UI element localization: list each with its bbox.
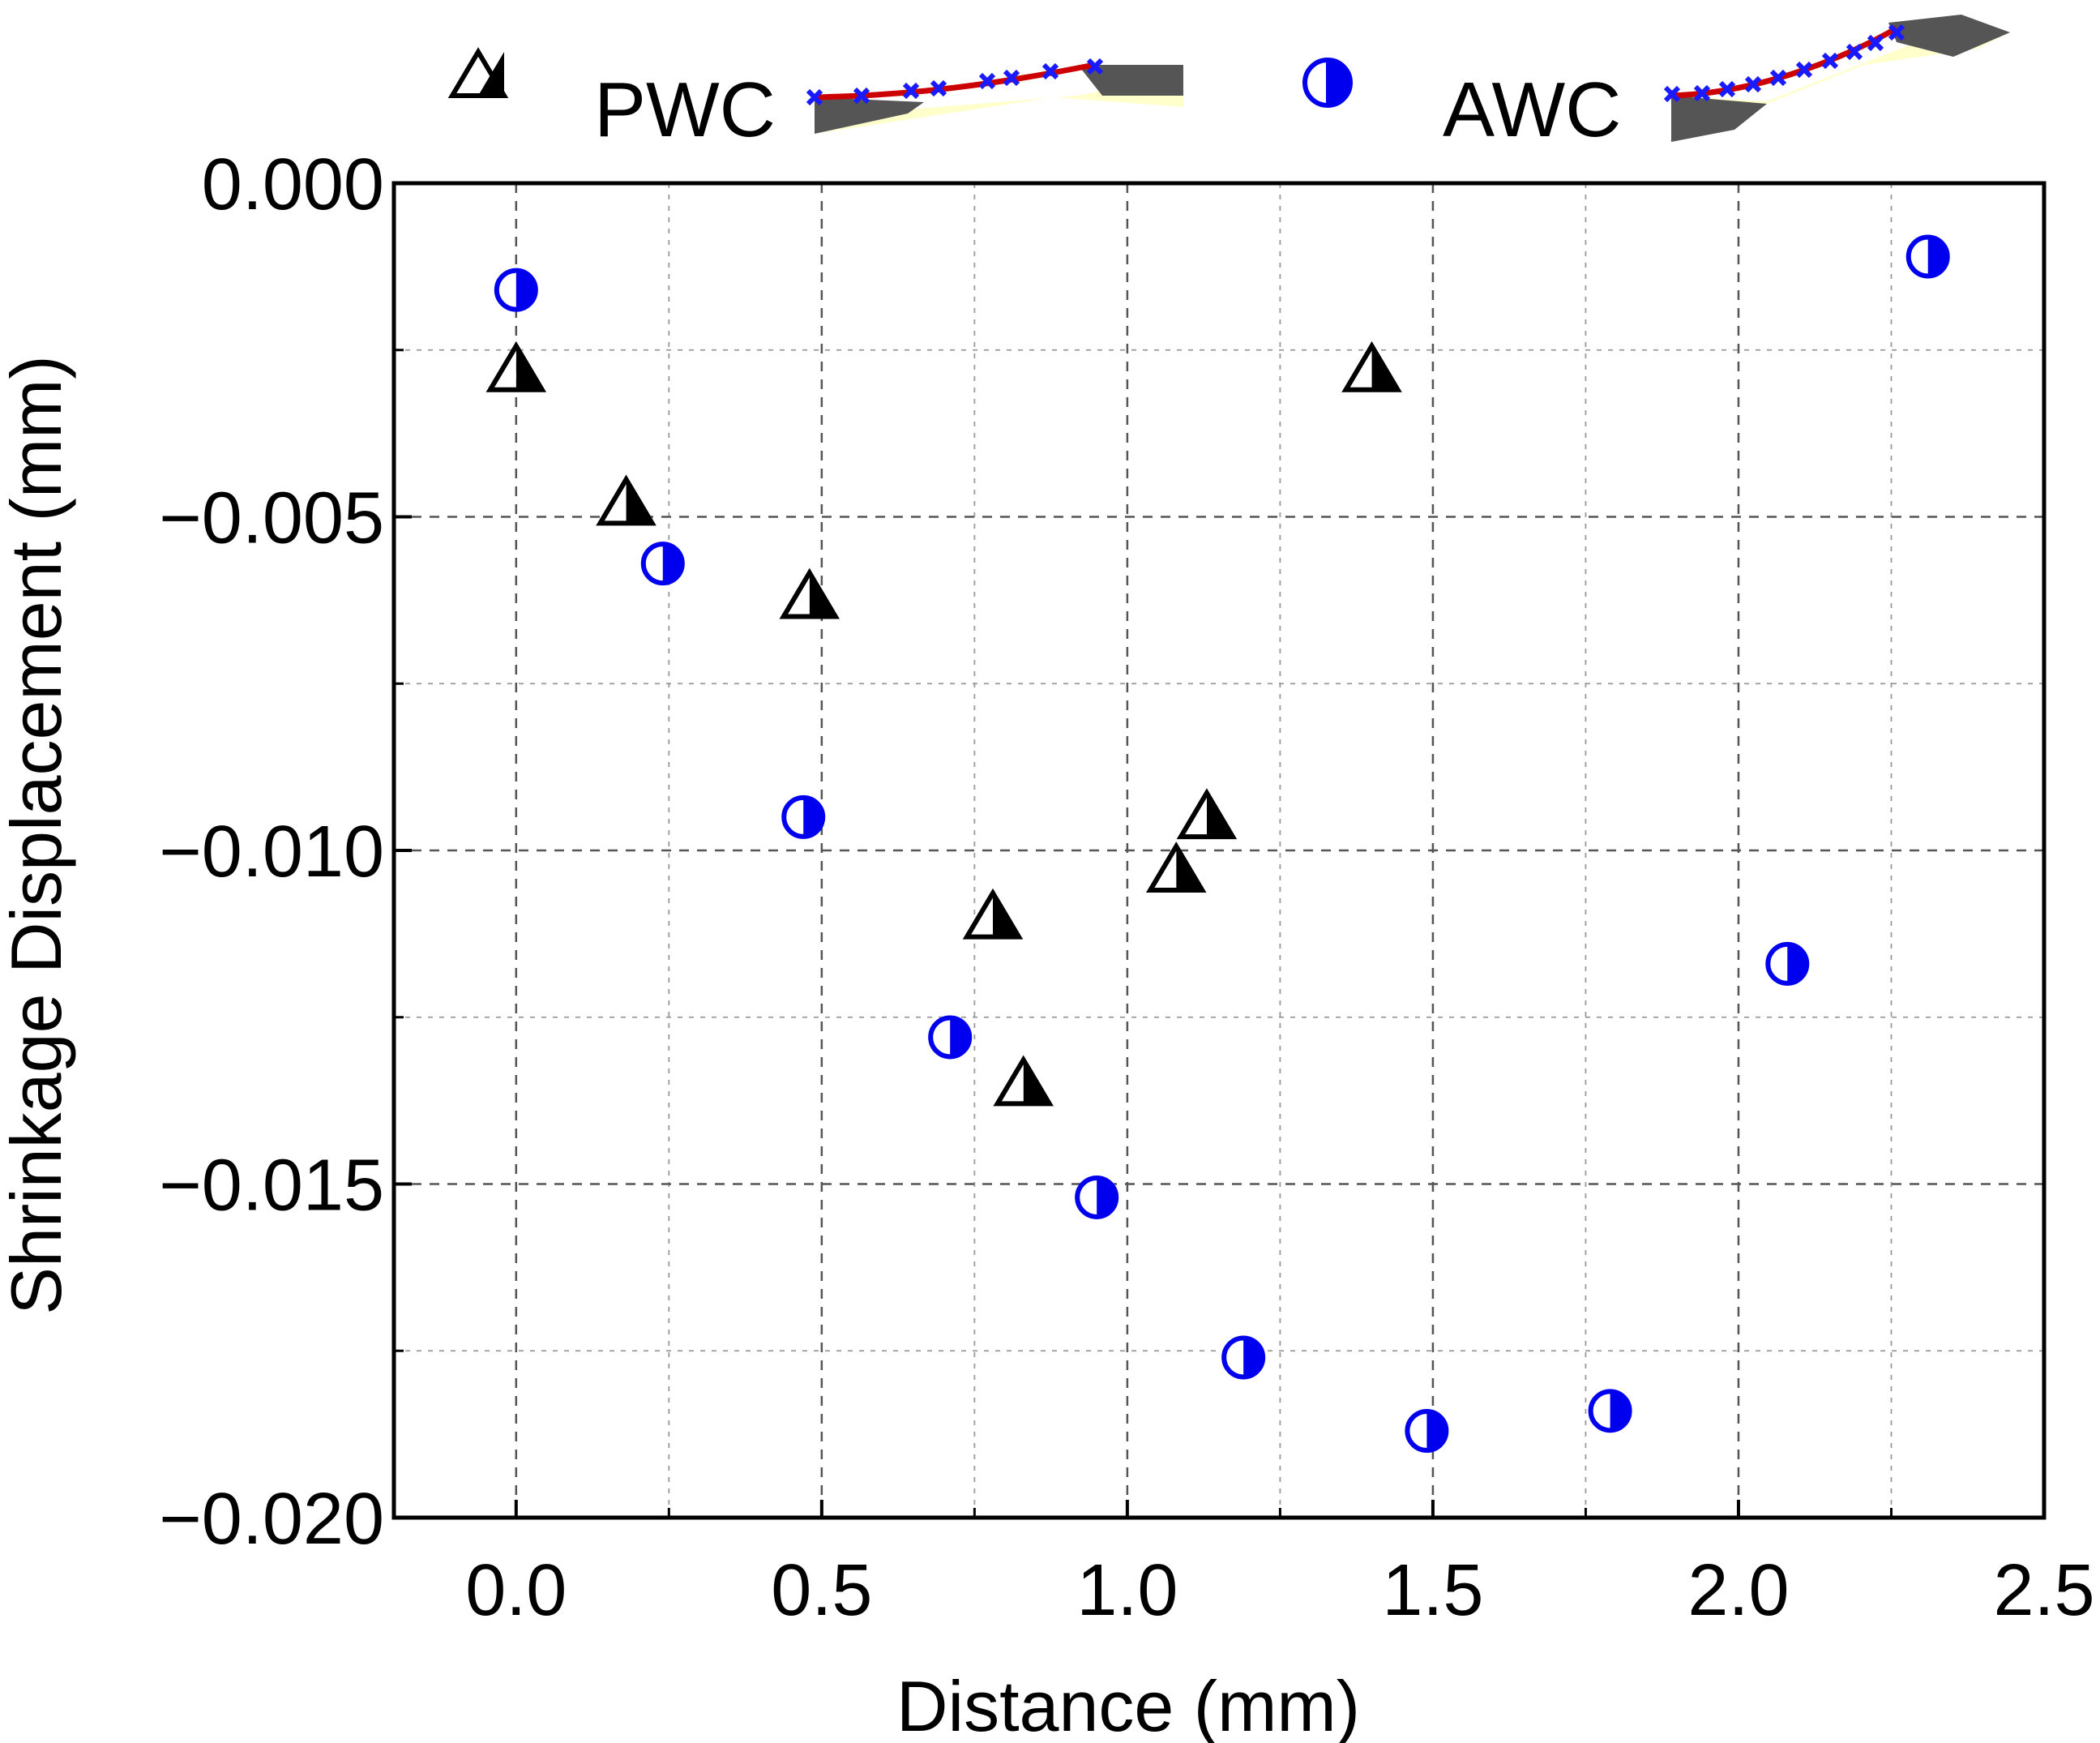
pwc-data-point: [1145, 842, 1207, 893]
triangle-outline: [993, 1055, 1054, 1107]
pwc-legend-label: PWC: [594, 66, 776, 153]
awc-data-point: [1075, 1175, 1119, 1219]
x-tick-label: 2.0: [1687, 1550, 1789, 1631]
triangle-outline: [1176, 788, 1238, 840]
pwc-data-point: [485, 340, 547, 392]
pwc-data-point: [1176, 788, 1238, 840]
circle-outline: [1588, 1389, 1632, 1433]
y-axis-title: Shrinkage Displacement (mm): [0, 355, 76, 1315]
triangle-outline: [485, 340, 547, 392]
x-tick-label: 0.0: [465, 1550, 567, 1631]
awc-data-point: [928, 1015, 973, 1060]
triangle-outline: [596, 474, 657, 526]
x-tick-label: 2.5: [1993, 1550, 2094, 1631]
pwc-data-point: [993, 1055, 1054, 1107]
pwc-data-point: [779, 567, 840, 619]
y-tick-label: −0.010: [159, 812, 384, 893]
x-tick-label: 1.5: [1382, 1550, 1483, 1631]
legend-item-awc: AWC: [1302, 15, 2010, 153]
pwc-data-point: [1341, 340, 1402, 392]
circle-outline: [640, 542, 685, 586]
triangle-outline: [1145, 842, 1207, 893]
circle-outline: [781, 794, 826, 839]
awc-data-point: [494, 268, 538, 312]
axes: 0.0 0.5 1.0 1.5 2.0 2.5 0.000 −0.005 −0.010 −0.01…: [159, 144, 2094, 1631]
awc-data-point: [1765, 941, 1810, 986]
awc-data-point: [1405, 1409, 1449, 1454]
circle-outline: [1765, 941, 1810, 986]
pwc-data-point: [962, 888, 1024, 940]
x-tick-label: 1.0: [1076, 1550, 1178, 1631]
circle-outline: [1221, 1335, 1266, 1380]
pwc-weld-illustration-icon: [806, 58, 1183, 134]
grid: [394, 183, 2044, 1518]
circle-outline: [1405, 1409, 1449, 1454]
y-tick-label: −0.020: [159, 1479, 384, 1560]
pwc-data-point: [596, 474, 657, 526]
y-tick-label: −0.005: [159, 478, 384, 559]
y-tick-label: 0.000: [202, 144, 384, 225]
legend-item-pwc: PWC: [447, 47, 1183, 153]
triangle-outline: [1341, 340, 1402, 392]
awc-data-point: [1221, 1335, 1266, 1380]
circle-outline: [1075, 1175, 1119, 1219]
data-marks: [485, 234, 1950, 1454]
awc-data-point: [640, 542, 685, 586]
triangle-outline: [779, 567, 840, 619]
awc-data-point: [1905, 234, 1950, 279]
triangle-outline: [962, 888, 1024, 940]
awc-legend-label: AWC: [1443, 66, 1621, 153]
pwc-legend-marker-icon: [447, 47, 509, 98]
circle-outline: [928, 1015, 973, 1060]
circle-outline: [494, 268, 538, 312]
y-tick-label: −0.015: [159, 1146, 384, 1227]
legend: PWC: [447, 15, 2010, 153]
x-tick-label: 0.5: [771, 1550, 872, 1631]
x-axis-title: Distance (mm): [896, 1666, 1360, 1743]
awc-data-point: [781, 794, 826, 839]
awc-weld-illustration-icon: [1663, 15, 2010, 142]
circle-outline: [1905, 234, 1950, 279]
awc-legend-marker-icon: [1302, 58, 1353, 108]
awc-data-point: [1588, 1389, 1632, 1433]
